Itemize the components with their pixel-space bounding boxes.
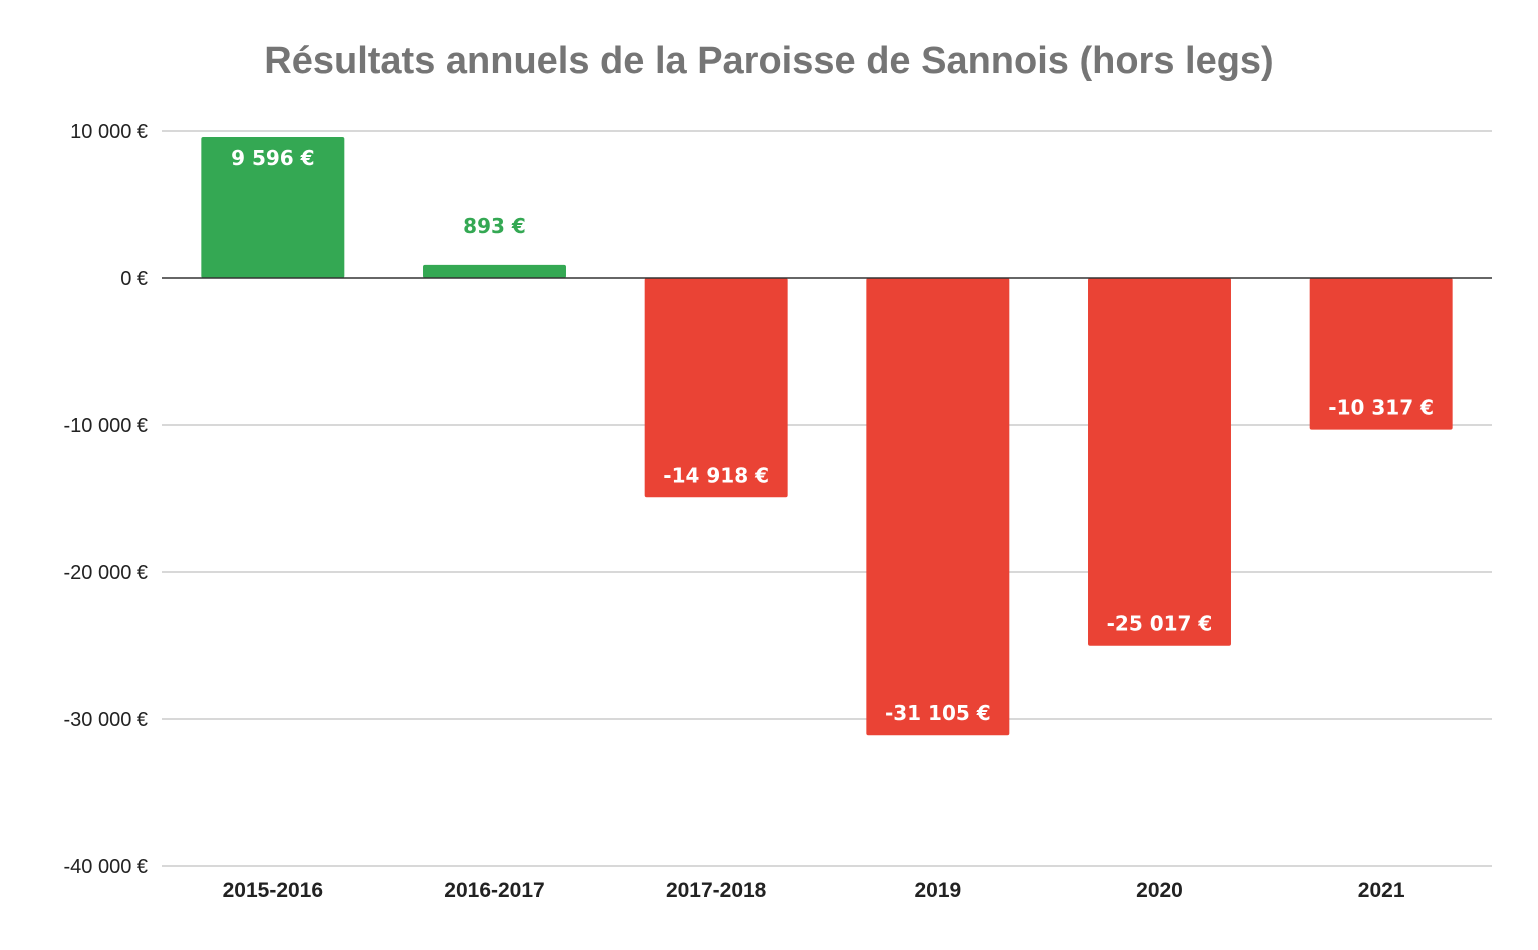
bar-2017-2018 [644,278,788,498]
x-category-label: 2021 [1358,879,1405,902]
data-label: -14 918 € [663,463,769,487]
gridlines [162,130,1492,867]
bars [201,136,1453,736]
data-labels: 9 596 € 893 € -14 918 € -31 105 € -25 017 € -… [231,146,1434,725]
x-category-label: 2016-2017 [444,879,544,902]
x-category-label: 2015-2016 [223,879,323,902]
data-label: 9 596 € [231,146,315,170]
data-label: 893 € [463,214,526,238]
bar-2020 [1088,278,1231,646]
y-tick-label: -30 000 € [63,709,148,731]
data-label: -31 105 € [885,701,991,725]
bar-2019 [866,278,1010,736]
x-category-label: 2017-2018 [666,879,767,902]
y-tick-label: -10 000 € [63,415,148,437]
y-tick-label: 0 € [120,268,148,290]
x-category-label: 2020 [1136,879,1183,902]
y-axis-ticks: 10 000 € 0 € -10 000 € -20 000 € -30 000 € -4… [63,121,148,878]
x-category-label: 2019 [914,879,961,902]
data-label: -10 317 € [1328,396,1434,420]
bar-2016-2017 [423,264,566,278]
y-tick-label: -40 000 € [63,856,148,878]
bar-2015-2016 [201,136,345,278]
y-tick-label: 10 000 € [70,121,148,143]
bar-2021 [1309,278,1453,430]
data-label: -25 017 € [1107,612,1213,636]
chart-title: Résultats annuels de la Paroisse de Sann… [264,40,1274,82]
y-tick-label: -20 000 € [63,562,148,584]
x-axis-categories: 2015-2016 2016-2017 2017-2018 2019 2020 2021 [223,879,1405,902]
